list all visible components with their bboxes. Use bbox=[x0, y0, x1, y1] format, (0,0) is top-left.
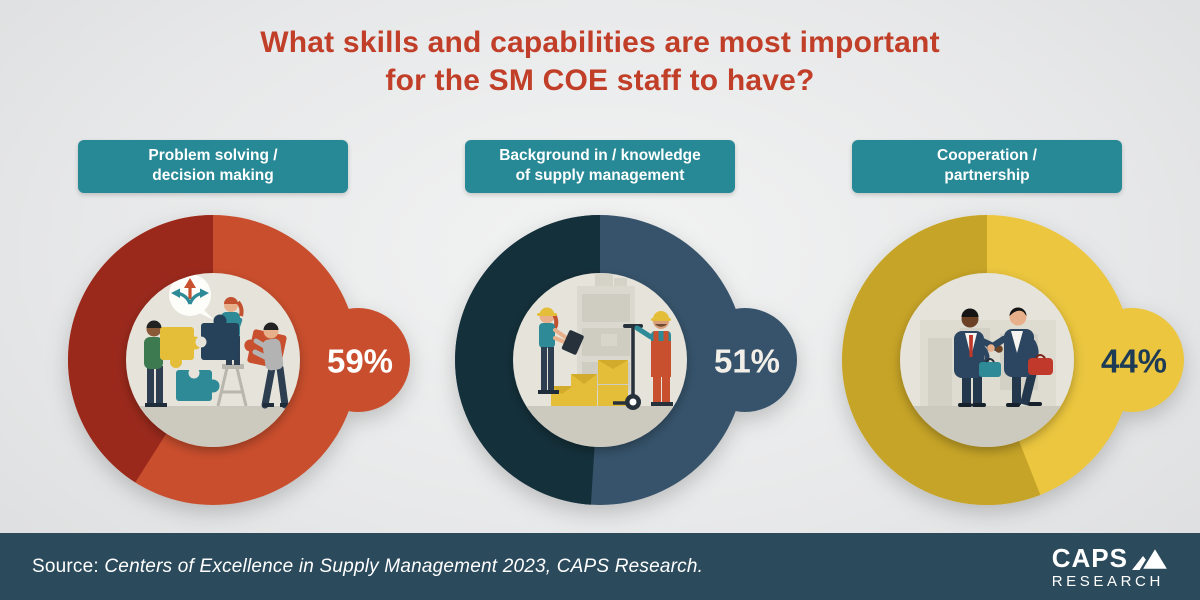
percent-value: 51% bbox=[714, 343, 780, 380]
category-label-cooperation: Cooperation / partnership bbox=[852, 140, 1122, 193]
category-label-line2: decision making bbox=[152, 167, 274, 185]
warehouse-inventory-illustration bbox=[513, 273, 687, 447]
worker-with-clipboard bbox=[537, 307, 584, 394]
category-label-supply-knowledge: Background in / knowledge of supply mana… bbox=[465, 140, 735, 193]
hand-truck bbox=[613, 324, 643, 410]
page-title: What skills and capabilities are most im… bbox=[0, 24, 1200, 99]
category-label-line2: of supply management bbox=[515, 167, 685, 185]
donut-gauge-problem-solving: 59% bbox=[68, 215, 410, 505]
category-label-problem-solving: Problem solving / decision making bbox=[78, 140, 348, 193]
logo-caps-text: CAPS bbox=[1051, 542, 1128, 573]
donut-gauge-cooperation: 44% bbox=[842, 215, 1184, 505]
percent-value: 59% bbox=[327, 343, 393, 380]
donut-gauge-supply-knowledge: 51% bbox=[455, 215, 797, 505]
worker-with-overalls bbox=[634, 311, 673, 406]
category-label-line2: partnership bbox=[944, 167, 1030, 185]
logo-research-text: RESEARCH bbox=[1051, 572, 1164, 590]
page-title-line1: What skills and capabilities are most im… bbox=[260, 26, 940, 59]
businessman-right bbox=[986, 307, 1053, 407]
decision-arrows-speech-bubble bbox=[169, 274, 214, 320]
category-label-line1: Problem solving / bbox=[148, 147, 278, 164]
cargo-boxes bbox=[551, 360, 628, 406]
page-title-line2: for the SM COE staff to have? bbox=[385, 63, 815, 97]
category-label-line1: Cooperation / bbox=[937, 147, 1037, 164]
category-label-line1: Background in / knowledge bbox=[499, 147, 701, 164]
source-citation: Centers of Excellence in Supply Manageme… bbox=[104, 555, 704, 577]
handshake-partnership-illustration bbox=[900, 307, 1074, 447]
person-right-gray bbox=[252, 322, 291, 409]
source-prefix: Source: bbox=[32, 555, 99, 577]
mountain-icon bbox=[1132, 544, 1170, 571]
caps-research-logo: CAPS RESEARCH bbox=[1051, 542, 1170, 590]
source-text: Source: Centers of Excellence in Supply … bbox=[32, 556, 703, 578]
businessman-left bbox=[954, 308, 1003, 407]
source-footer-bar: Source: Centers of Excellence in Supply … bbox=[0, 533, 1200, 600]
percent-value: 44% bbox=[1101, 343, 1167, 380]
